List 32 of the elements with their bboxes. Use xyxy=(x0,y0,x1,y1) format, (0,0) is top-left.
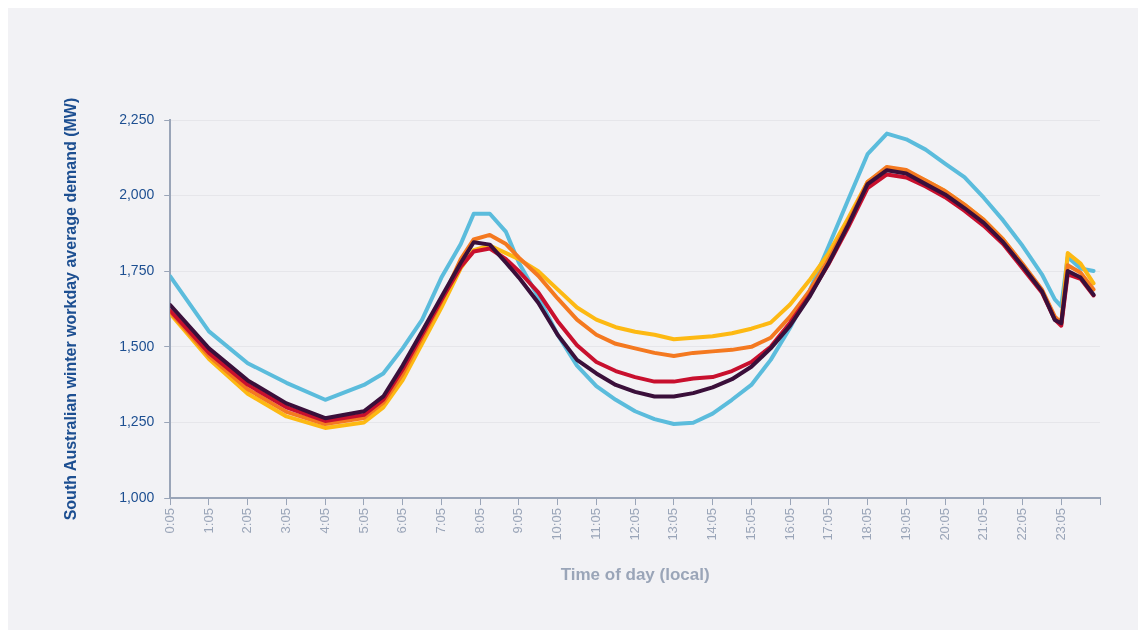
x-tick-label: 16:05 xyxy=(781,508,797,541)
x-tick-label: 11:05 xyxy=(587,508,603,540)
y-tick-label: 1,500 xyxy=(119,337,155,354)
x-axis-title: Time of day (local) xyxy=(560,565,710,585)
y-tick-label: 1,000 xyxy=(119,488,155,505)
y-tick-label: 2,000 xyxy=(119,186,155,203)
x-tick-label: 1:05 xyxy=(200,508,216,534)
x-tick-label: 15:05 xyxy=(742,508,758,541)
x-tick-label: 9:05 xyxy=(510,508,526,534)
x-tick-label: 2:05 xyxy=(239,508,255,534)
y-tick-label: 1,750 xyxy=(119,262,155,279)
x-tick-label: 3:05 xyxy=(278,508,294,534)
x-tick-label: 17:05 xyxy=(820,508,836,541)
y-axis-title: South Australian winter workday average demand (MW) xyxy=(62,97,80,521)
x-tick-label: 21:05 xyxy=(975,508,991,541)
x-tick-label: 13:05 xyxy=(665,508,681,541)
x-tick-label: 22:05 xyxy=(1014,508,1030,541)
x-tick-label: 20:05 xyxy=(936,508,952,541)
y-tick-label: 2,250 xyxy=(119,110,155,127)
x-tick-label: 19:05 xyxy=(897,508,913,541)
x-tick-label: 23:05 xyxy=(1052,508,1068,541)
y-tick-label: 1,250 xyxy=(119,413,155,430)
x-tick-label: 12:05 xyxy=(626,508,642,541)
x-tick-label: 6:05 xyxy=(394,508,410,534)
x-tick-label: 0:05 xyxy=(161,508,177,534)
x-tick-label: 10:05 xyxy=(549,508,565,541)
x-tick-label: 5:05 xyxy=(355,508,371,534)
x-tick-label: 18:05 xyxy=(859,508,875,541)
x-tick-label: 8:05 xyxy=(471,508,487,534)
x-tick-label: 7:05 xyxy=(432,508,448,534)
x-tick-label: 4:05 xyxy=(316,508,332,534)
x-tick-label: 14:05 xyxy=(704,508,720,541)
